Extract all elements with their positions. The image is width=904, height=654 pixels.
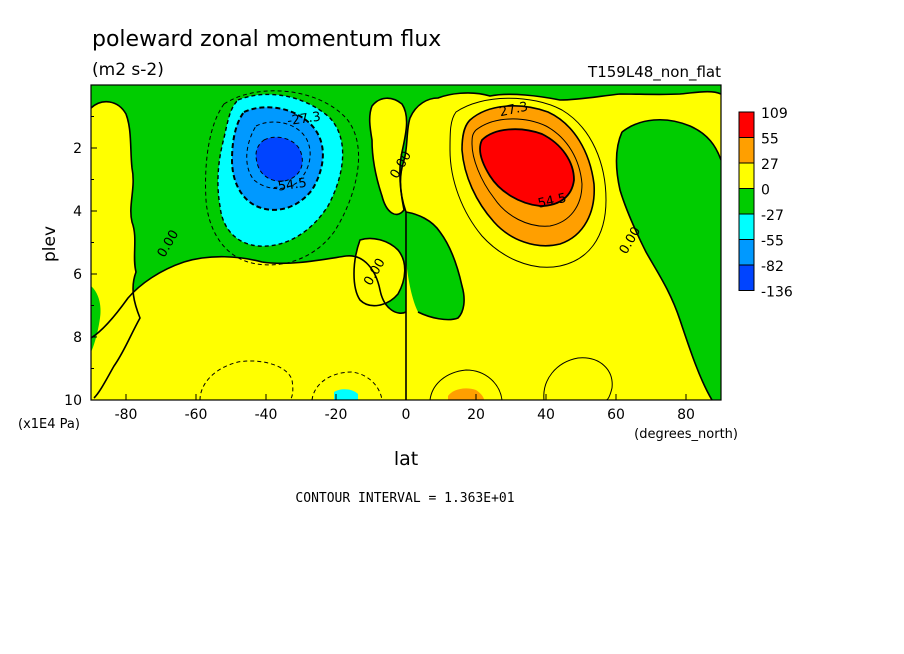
red-region-pos	[480, 129, 574, 206]
x-axis-units: (degrees_north)	[634, 427, 738, 442]
x-tick-label: -80	[115, 407, 138, 423]
y-tick-label: 4	[73, 204, 82, 220]
neg-contour-mid	[230, 106, 324, 211]
legend-level-label: 109	[761, 106, 788, 122]
legend-level-label: -27	[761, 208, 784, 224]
zero-contour-west	[91, 101, 141, 399]
yellow-region-lowlevel-pocket	[354, 238, 405, 306]
x-tick-label: 60	[607, 407, 625, 423]
color-legend: 109 55 27 0 -27 -55 -82 -136	[738, 106, 793, 301]
x-tick-label: 20	[467, 407, 485, 423]
legend-level-label: 0	[761, 183, 770, 199]
y-tick-label: 2	[73, 141, 82, 157]
x-tick-label: -60	[185, 407, 208, 423]
y-tick-label: 10	[64, 393, 82, 409]
contour-field	[91, 85, 721, 400]
legend-level-label: -55	[761, 234, 784, 250]
legend-swatch	[738, 111, 755, 138]
y-axis-units: (x1E4 Pa)	[18, 417, 80, 432]
legend-level-label: -82	[761, 259, 784, 275]
green-region-midlat-tongue	[406, 212, 465, 320]
zero-contour-tongue	[405, 211, 465, 321]
neg-contour-core	[255, 136, 303, 182]
neg-contour-south-mid	[311, 371, 383, 400]
pos-contour-orange-edge	[461, 105, 595, 247]
neg-contour-cyan-edge	[217, 93, 344, 247]
legend-level-label: 27	[761, 157, 779, 173]
green-region-east-lobe	[616, 119, 721, 400]
deep-blue-region-neg	[256, 137, 303, 182]
pos-contour-outer	[449, 97, 607, 268]
legend-level-label: -136	[761, 285, 793, 301]
dataset-label: T159L48_non_flat	[587, 63, 721, 82]
x-tick-label: 80	[677, 407, 695, 423]
zero-contour-south	[91, 255, 407, 339]
zero-contour-equator	[399, 90, 721, 400]
legend-swatch	[738, 264, 755, 291]
units-label: (m2 s-2)	[92, 60, 164, 80]
cyan-region-neg-surface	[334, 389, 358, 400]
y-axis-label: plev	[40, 226, 60, 262]
yellow-region-south	[91, 255, 406, 400]
x-axis-label: lat	[394, 448, 418, 470]
contour-label: -54.5	[272, 176, 307, 196]
x-tick-label: 40	[537, 407, 555, 423]
x-tick-label: 0	[402, 407, 411, 423]
pos-contour-south-east	[543, 357, 613, 400]
x-axis: -80 -60 -40 -20 0 20 40 60 80	[115, 394, 695, 423]
chart-title: poleward zonal momentum flux	[92, 27, 441, 52]
legend-swatch	[738, 213, 755, 240]
legend-swatch	[738, 162, 755, 189]
pos-contour-red-edge	[479, 128, 575, 207]
zero-contour-lowlevel-pocket	[353, 237, 406, 307]
neg-contour-south-west	[199, 360, 294, 400]
legend-swatch	[738, 188, 755, 215]
pos-contour-mid	[471, 118, 583, 227]
contour-label: -27.3	[286, 110, 321, 130]
contour-lines	[91, 90, 721, 400]
y-axis: 2 4 6 8 10	[64, 116, 97, 409]
contour-label: 54.5	[537, 191, 568, 212]
legend-swatch	[738, 239, 755, 266]
y-tick-label: 8	[73, 330, 82, 346]
pos-contour-south-mid	[429, 369, 503, 400]
legend-level-label: 55	[761, 132, 779, 148]
x-tick-label: -20	[325, 407, 348, 423]
zero-contour-east-lobe	[615, 118, 721, 400]
contour-label: 27.3	[498, 100, 529, 121]
zero-contour-central-pocket	[368, 97, 408, 216]
orange-region-pos-surface	[448, 388, 484, 400]
neg-contour-outer	[205, 90, 359, 266]
contour-interval-note: CONTOUR INTERVAL = 1.363E+01	[295, 491, 514, 506]
x-tick-label: -40	[255, 407, 278, 423]
legend-swatch	[738, 137, 755, 164]
y-tick-label: 6	[73, 267, 82, 283]
